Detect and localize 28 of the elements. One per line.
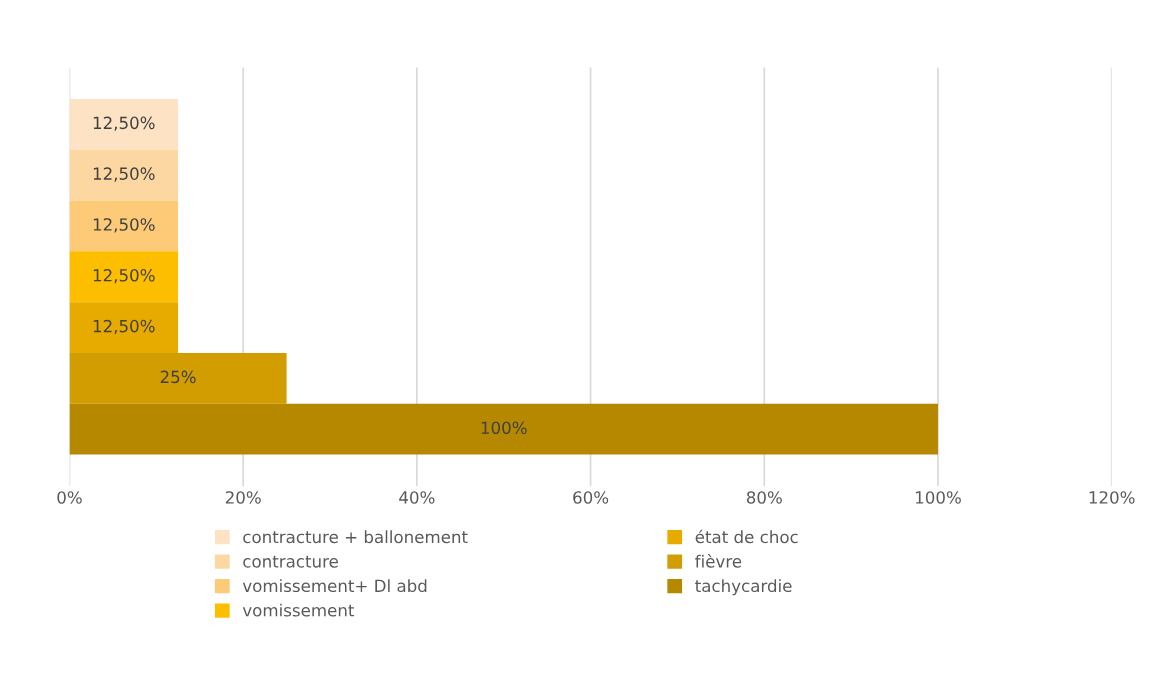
data-label: 12,50%: [93, 319, 155, 335]
x-tick-label: 120%: [1089, 491, 1135, 504]
bar: [69, 251, 179, 303]
bar: [69, 149, 179, 201]
legend-label: vomissement: [242, 603, 355, 617]
bar: [69, 98, 179, 150]
data-label: 12,50%: [93, 167, 155, 182]
bar: [69, 352, 287, 404]
data-label: 100%: [481, 421, 527, 435]
legend-label: tachycardie: [695, 579, 792, 596]
legend-label: contracture: [243, 555, 338, 568]
x-tick-label: 60%: [573, 491, 609, 504]
bar: [69, 200, 179, 252]
data-label: 12,50%: [93, 218, 155, 233]
x-tick-label: 40%: [399, 491, 435, 504]
legend-label: vomissement+ Dl abd: [242, 579, 427, 593]
legend-label: état de choc: [695, 529, 798, 544]
data-label: 12,50%: [93, 116, 155, 131]
bar: [69, 403, 938, 455]
x-tick-label: 20%: [225, 491, 261, 504]
legend-label: contracture + ballonement: [243, 530, 468, 544]
data-label: 25%: [160, 370, 196, 384]
legend-label: fièvre: [695, 554, 742, 568]
x-tick-label: 80%: [746, 491, 782, 504]
data-label: 12,50%: [93, 268, 155, 284]
x-tick-label: 100%: [915, 491, 961, 504]
x-tick-label: 0%: [57, 491, 82, 504]
bar: [69, 302, 179, 353]
